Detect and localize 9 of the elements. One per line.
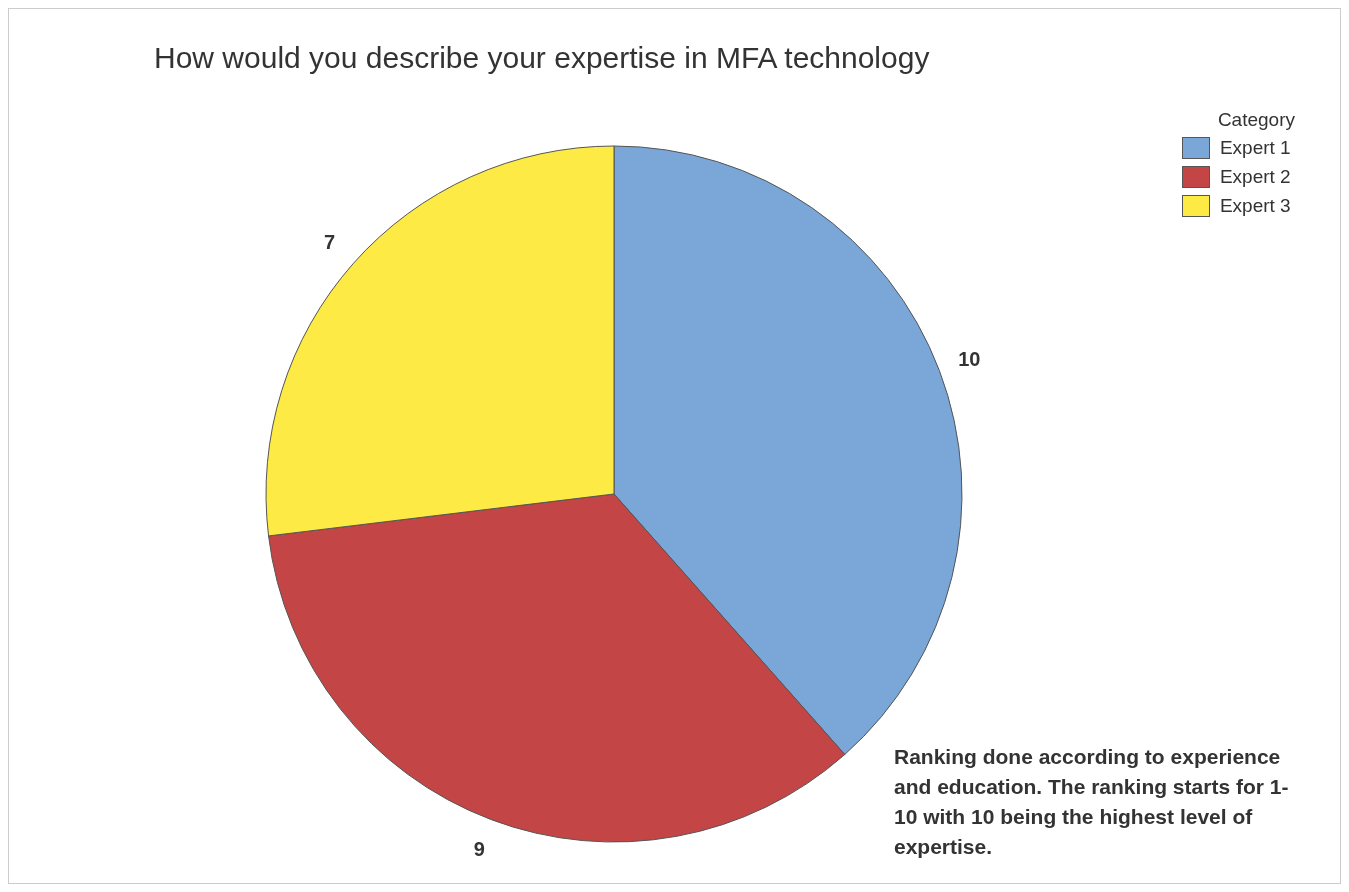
data-label: 10 (958, 348, 981, 371)
legend-label: Expert 2 (1219, 165, 1291, 188)
data-label: 9 (473, 838, 485, 861)
text: Ranking done according to experience and education. The ranking starts for 1-10 with 10 being the highest level of expertise. (894, 744, 1290, 860)
legend-title: Category (1217, 109, 1295, 131)
data-label: 7 (324, 231, 336, 254)
legend-label: Expert 3 (1219, 194, 1291, 217)
chart-title: How would you describe your expertise in MFA technology (154, 41, 930, 75)
legend-label: Expert 1 (1219, 136, 1291, 159)
